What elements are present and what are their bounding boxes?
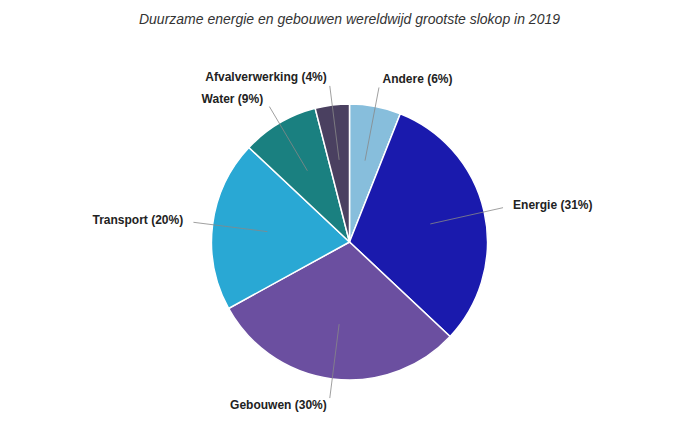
leader-line xyxy=(430,208,503,224)
leader-line xyxy=(365,87,379,160)
leader-line xyxy=(330,324,339,398)
data-label: Water (9%) xyxy=(202,92,264,106)
pie-slice xyxy=(315,104,349,242)
data-label: Andere (6%) xyxy=(383,72,453,86)
data-label: Transport (20%) xyxy=(93,213,184,227)
leader-line xyxy=(193,222,267,231)
data-label: Afvalverwerking (4%) xyxy=(205,70,326,84)
leader-line xyxy=(330,86,339,160)
data-label: Energie (31%) xyxy=(513,198,592,212)
title: Duurzame energie en gebouwen wereldwijd … xyxy=(139,11,560,27)
background xyxy=(0,0,699,432)
data-label: Gebouwen (30%) xyxy=(230,398,327,412)
leader-line xyxy=(269,107,307,171)
slices xyxy=(212,104,488,380)
chart-svg: Duurzame energie en gebouwen wereldwijd … xyxy=(0,0,699,432)
labels: Andere (6%) Energie (31%) Gebouwen (30%) Tr… xyxy=(93,70,593,413)
chart-container: Duurzame energie en gebouwen wereldwijd … xyxy=(0,0,699,432)
